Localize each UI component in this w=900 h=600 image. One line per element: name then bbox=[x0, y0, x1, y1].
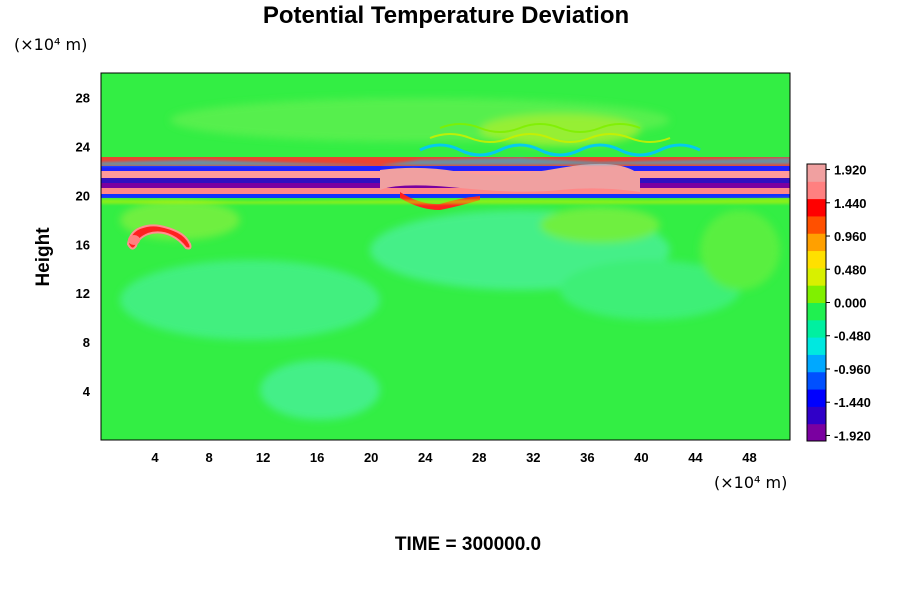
colorbar-label: -0.960 bbox=[834, 362, 871, 377]
colorbar-segment bbox=[807, 198, 826, 217]
colorbar-label: 0.000 bbox=[834, 296, 867, 311]
colorbar-segment bbox=[807, 389, 826, 407]
wave-pattern bbox=[419, 123, 701, 157]
x-tick-label: 8 bbox=[205, 450, 212, 465]
y-tick-label: 12 bbox=[76, 286, 90, 301]
colorbar-label: 1.440 bbox=[834, 196, 867, 211]
colorbar: 1.920 1.440 0.960 0.480 0.000 -0.480 -0.960 -1.… bbox=[806, 163, 871, 443]
x-tick-label: 36 bbox=[580, 450, 594, 465]
y-tick-label: 24 bbox=[76, 139, 91, 154]
colorbar-label: 1.920 bbox=[834, 163, 867, 178]
colorbar-segment bbox=[807, 319, 826, 338]
chart-title: Potential Temperature Deviation bbox=[263, 2, 629, 29]
x-tick-label: 16 bbox=[310, 450, 324, 465]
colorbar-segment bbox=[807, 302, 826, 321]
colorbar-segment bbox=[807, 406, 826, 425]
y-tick-label: 28 bbox=[76, 90, 90, 105]
y-unit-label: (×10⁴ m) bbox=[14, 35, 87, 54]
colorbar-label: -0.480 bbox=[834, 329, 871, 344]
colorbar-label: 0.480 bbox=[834, 262, 867, 277]
x-tick-label: 28 bbox=[472, 450, 486, 465]
colorbar-segment bbox=[807, 267, 826, 286]
heatmap-field bbox=[120, 98, 780, 420]
x-tick-label: 40 bbox=[634, 450, 648, 465]
colorbar-segment bbox=[807, 181, 826, 200]
y-tick-label: 4 bbox=[83, 384, 91, 399]
y-tick-label: 16 bbox=[76, 237, 90, 252]
x-tick-label: 24 bbox=[418, 450, 433, 465]
x-tick-label: 44 bbox=[688, 450, 703, 465]
y-tick-label: 20 bbox=[76, 188, 90, 203]
x-unit-label: (×10⁴ m) bbox=[714, 473, 787, 492]
colorbar-segment bbox=[807, 337, 826, 355]
colorbar-segment bbox=[807, 233, 826, 252]
colorbar-segment bbox=[807, 215, 826, 234]
x-tick-label: 48 bbox=[742, 450, 756, 465]
x-tick-label: 20 bbox=[364, 450, 378, 465]
x-tick-label: 12 bbox=[256, 450, 270, 465]
colorbar-label: -1.440 bbox=[834, 395, 871, 410]
colorbar-label: -1.920 bbox=[834, 428, 871, 443]
colorbar-segment bbox=[807, 423, 826, 442]
x-tick-label: 4 bbox=[151, 450, 159, 465]
colorbar-segment bbox=[807, 371, 826, 390]
thermal-blob bbox=[126, 224, 192, 250]
time-footer: TIME = 300000.0 bbox=[395, 534, 541, 555]
y-tick-label: 8 bbox=[83, 335, 90, 350]
x-axis-ticks: 4 8 12 16 20 24 28 32 36 40 44 48 bbox=[151, 450, 756, 465]
y-axis-label: Height bbox=[33, 227, 54, 287]
colorbar-segment bbox=[807, 164, 826, 182]
colorbar-label: 0.960 bbox=[834, 229, 867, 244]
plot-area bbox=[101, 73, 790, 440]
plot-frame bbox=[100, 72, 791, 441]
upper-band bbox=[101, 157, 790, 210]
colorbar-segment bbox=[807, 285, 826, 303]
x-tick-label: 32 bbox=[526, 450, 540, 465]
y-axis-ticks: 4 8 12 16 20 24 28 bbox=[76, 90, 91, 399]
colorbar-segment bbox=[807, 250, 826, 269]
colorbar-segment bbox=[807, 354, 826, 373]
